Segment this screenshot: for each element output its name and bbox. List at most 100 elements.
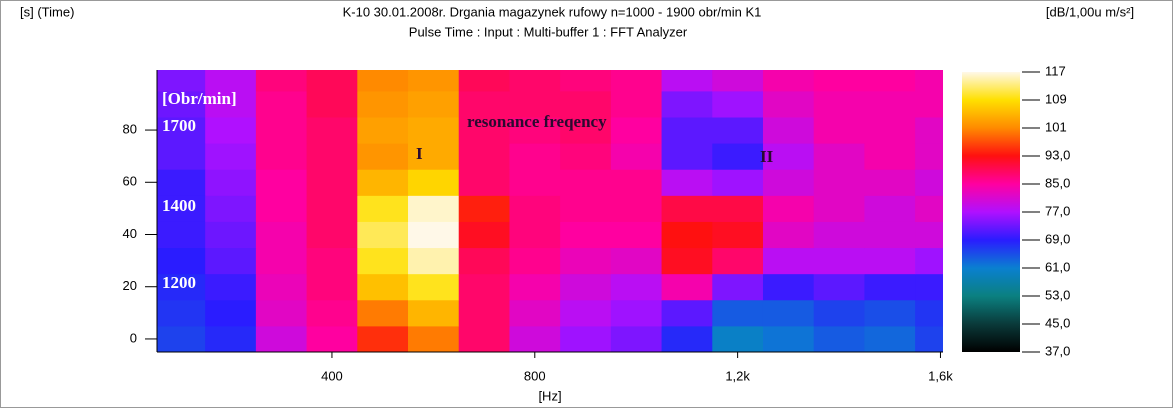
heatmap-cell [915,143,943,170]
heatmap-cell [509,221,561,249]
heatmap-cell [610,325,663,352]
heatmap-cell [712,90,764,118]
heatmap-cell [458,273,510,301]
heatmap-cell [357,299,409,327]
heatmap-cell [864,143,916,170]
heatmap-cell [458,299,510,327]
heatmap-cell [610,117,663,144]
heatmap-cell [408,169,460,196]
heatmap-cell [205,247,257,275]
heatmap-cell [357,90,409,118]
heatmap-cell [205,299,257,327]
heatmap-cell [560,117,612,144]
heatmap-cell [306,195,358,222]
colorbar-tick-label: 61,0 [1045,259,1070,274]
heatmap-cell [661,143,713,170]
heatmap-cell [762,117,815,144]
heatmap-cell [408,143,460,170]
heatmap-cell [560,247,612,275]
heatmap-cell [306,299,358,327]
heatmap-cell [306,169,358,196]
heatmap-cell [610,70,663,92]
heatmap-cell [157,70,206,92]
heatmap-cell [661,90,713,118]
heatmap-cell [306,247,358,275]
annotation: resonance freqency [467,112,607,131]
colorbar-tick-label: 53,0 [1045,287,1070,302]
heatmap-cell [205,143,257,170]
heatmap-cell [661,195,713,222]
heatmap-cell [205,273,257,301]
heatmap-cell [560,169,612,196]
heatmap-cell [205,195,257,222]
heatmap-cell [157,117,206,144]
heatmap-cell [157,247,206,275]
heatmap-cell [157,143,206,170]
heatmap-cell [458,325,510,352]
heatmap-cell [712,325,764,352]
heatmap-cell [357,143,409,170]
heatmap-cell [560,273,612,301]
heatmap-cell [408,299,460,327]
heatmap-cell [813,143,865,170]
heatmap-cell [762,90,815,118]
y-tick-label: 60 [123,174,137,189]
heatmap-cell [610,143,663,170]
heatmap-cell [560,70,612,92]
heatmap-cell [712,247,764,275]
x-tick-label: 800 [524,368,546,383]
heatmap-cell [864,247,916,275]
x-tick-label: 1,6k [928,368,953,383]
heatmap-cell [157,325,206,352]
heatmap-cell [408,221,460,249]
heatmap-cell [915,299,943,327]
heatmap-cell [813,221,865,249]
heatmap-cell [762,70,815,92]
colorbar [962,72,1020,352]
heatmap-cell [306,117,358,144]
heatmap-cell [560,90,612,118]
heatmap-cell [762,195,815,222]
heatmap-cell [255,169,308,196]
heatmap-cell [408,117,460,144]
heatmap-cell [509,117,561,144]
heatmap-cell [458,195,510,222]
heatmap-cell [255,325,308,352]
heatmap-cell [610,299,663,327]
heatmap-cell [712,70,764,92]
heatmap-cell [205,221,257,249]
heatmap-cell [458,117,510,144]
heatmap-cell [458,143,510,170]
heatmap-cell [813,325,865,352]
heatmap-cell [864,70,916,92]
heatmap-cell [661,221,713,249]
heatmap-cell [509,169,561,196]
heatmap-cell [864,117,916,144]
heatmap-cell [560,325,612,352]
heatmap-cell [157,299,206,327]
heatmap-cell [458,247,510,275]
heatmap-cell [712,299,764,327]
colorbar-tick-label: 109 [1045,91,1067,106]
heatmap-cell [762,325,815,352]
annotation: II [760,147,774,166]
heatmap-cell [813,195,865,222]
heatmap-cell [610,247,663,275]
heatmap-cell [712,117,764,144]
heatmap-cell [813,90,865,118]
colorbar-label: [dB/1,00u m/s²] [1046,4,1134,19]
heatmap-cell [357,117,409,144]
heatmap-cell [357,70,409,92]
heatmap-cell [306,325,358,352]
heatmap-cell [712,221,764,249]
heatmap-cell [661,169,713,196]
heatmap-cell [864,90,916,118]
heatmap-cell [762,221,815,249]
heatmap-cell [610,221,663,249]
y-axis-label: [s] (Time) [20,4,74,19]
heatmap-cell [255,70,308,92]
heatmap-cell [762,143,815,170]
heatmap-cell [306,143,358,170]
heatmap-cell [357,221,409,249]
